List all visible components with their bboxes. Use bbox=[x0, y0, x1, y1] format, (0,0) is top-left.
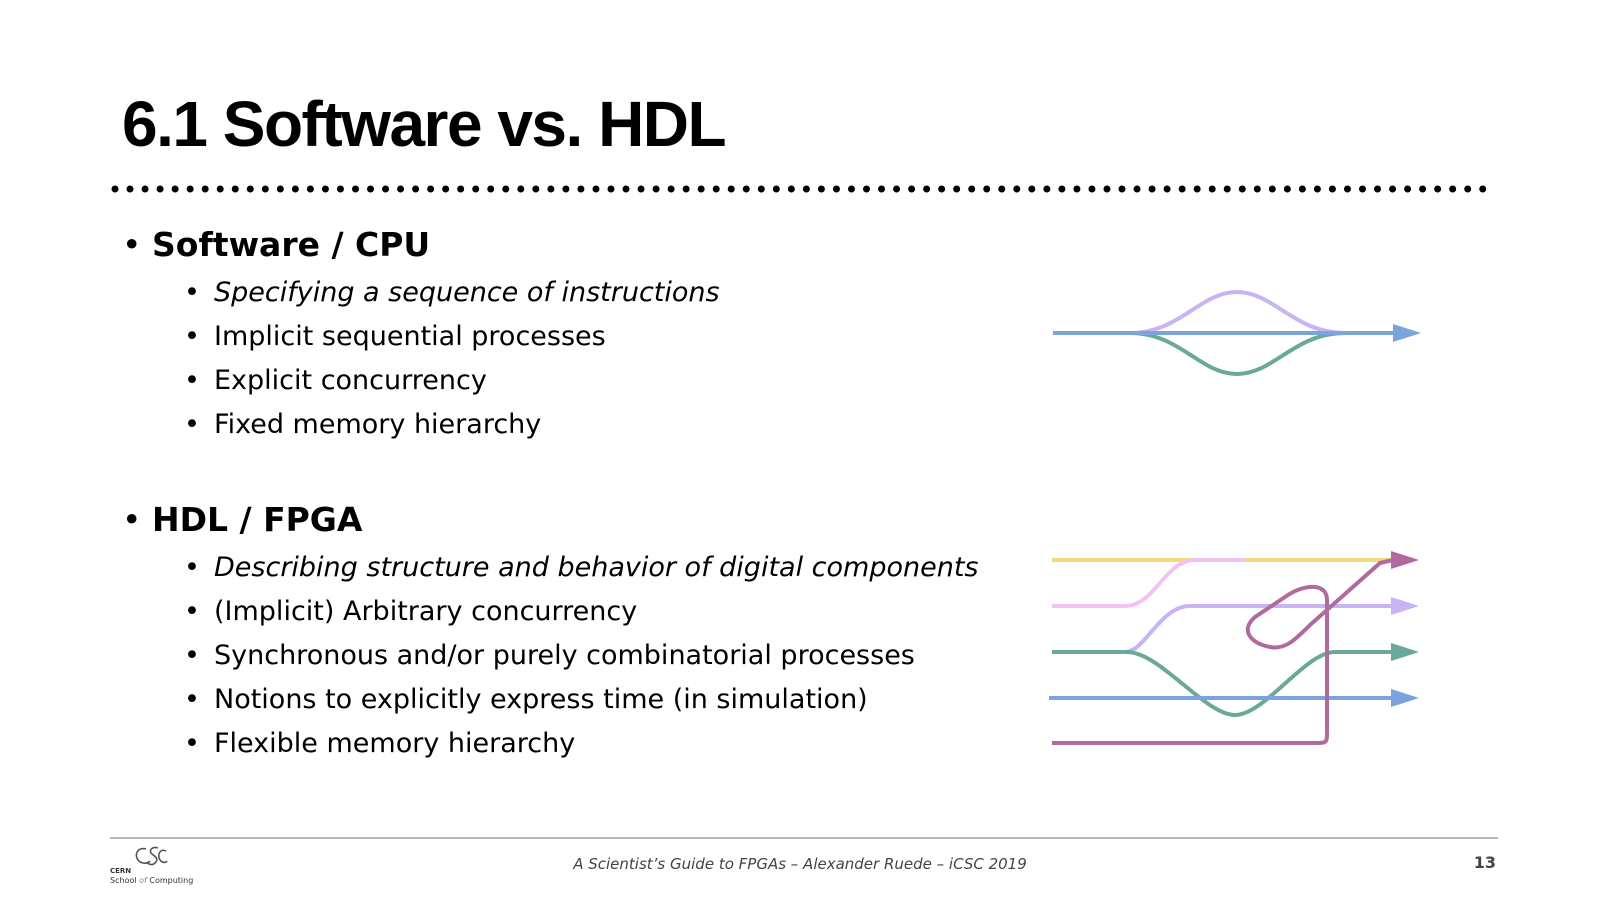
arrowhead-icon bbox=[1391, 643, 1419, 661]
section-hdl-fpga: HDL / FPGA Describing structure and beha… bbox=[122, 503, 978, 770]
flow-path-teal bbox=[1052, 650, 1393, 718]
list-item: Explicit concurrency bbox=[122, 363, 720, 407]
list-item: Implicit sequential processes bbox=[122, 319, 720, 363]
cpu-flow-diagram bbox=[1053, 289, 1421, 377]
bullet-list: Describing structure and behavior of dig… bbox=[122, 550, 978, 770]
arrowhead-icon bbox=[1391, 597, 1419, 615]
list-item: Describing structure and behavior of dig… bbox=[122, 550, 978, 594]
section-heading: Software / CPU bbox=[122, 228, 720, 261]
flow-path-lavender bbox=[1124, 604, 1393, 654]
list-item: Fixed memory hierarchy bbox=[122, 407, 720, 451]
flow-path-pink bbox=[1052, 558, 1245, 608]
section-software-cpu: Software / CPU Specifying a sequence of … bbox=[122, 228, 720, 451]
arrowhead-icon bbox=[1391, 551, 1419, 569]
footer-text: A Scientist’s Guide to FPGAs – Alexander… bbox=[573, 855, 1027, 873]
list-item: Specifying a sequence of instructions bbox=[122, 275, 720, 319]
arrowhead-icon bbox=[1393, 324, 1421, 342]
flow-path-teal bbox=[1129, 331, 1346, 377]
list-item: Flexible memory hierarchy bbox=[122, 726, 978, 770]
logo-school-text: School of Computing bbox=[110, 876, 194, 885]
slide-title: 6.1 Software vs. HDL bbox=[122, 88, 727, 160]
cern-school-logo: CERN School of Computing bbox=[110, 845, 194, 887]
title-dotted-rule bbox=[111, 185, 1499, 193]
footer-rule bbox=[110, 837, 1498, 839]
list-item: Notions to explicitly express time (in s… bbox=[122, 682, 978, 726]
flow-path-lavender bbox=[1129, 289, 1346, 335]
section-heading: HDL / FPGA bbox=[122, 503, 978, 536]
logo-cern-text: CERN bbox=[110, 867, 132, 875]
page-number: 13 bbox=[1473, 853, 1496, 872]
csc-logo-icon bbox=[135, 846, 168, 866]
fpga-flow-diagram bbox=[1049, 551, 1419, 745]
list-item: (Implicit) Arbitrary concurrency bbox=[122, 594, 978, 638]
flow-path-purple bbox=[1052, 558, 1394, 745]
list-item: Synchronous and/or purely combinatorial … bbox=[122, 638, 978, 682]
bullet-list: Specifying a sequence of instructions Im… bbox=[122, 275, 720, 451]
arrowhead-icon bbox=[1391, 689, 1419, 707]
